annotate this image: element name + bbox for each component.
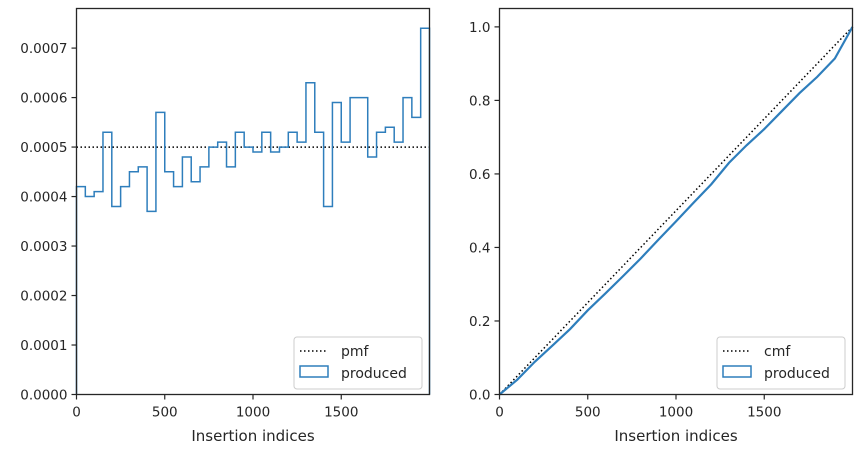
x-tick-label: 1500 [747,405,781,421]
y-ticks: 0.0 0.2 0.4 0.6 0.8 1.0 [469,20,500,404]
x-ticks: 0 500 1000 1500 [495,394,781,421]
x-tick-label: 500 [152,405,178,421]
y-tick-label: 1.0 [469,20,490,36]
legend-label-pmf: pmf [341,344,370,360]
x-axis-label: Insertion indices [614,427,737,445]
x-tick-label: 0 [495,405,504,421]
axes-frame [498,7,854,396]
legend: pmf produced [293,336,423,390]
y-tick-label: 0.0005 [20,140,67,156]
x-tick-label: 1500 [324,405,358,421]
x-axis-label: Insertion indices [191,427,314,445]
x-tick-label: 0 [72,405,81,421]
series-produced-line [498,26,854,396]
y-tick-label: 0.2 [469,314,490,330]
legend-box [293,336,423,390]
y-tick-label: 0.8 [469,93,490,109]
y-tick-label: 0.0004 [20,190,67,206]
x-tick-label: 500 [575,405,601,421]
series-cmf-line [498,26,854,396]
legend-label-produced: produced [764,366,830,382]
x-tick-label: 1000 [659,405,693,421]
legend-label-cmf: cmf [764,344,791,360]
legend-box [716,336,846,390]
y-tick-label: 0.0000 [20,388,67,404]
axes-frame [75,7,431,396]
legend-label-produced: produced [341,366,407,382]
y-tick-label: 0.0001 [20,338,67,354]
y-tick-label: 0.0007 [20,41,67,57]
legend-swatch-produced [722,365,752,378]
plot-area [76,8,430,395]
y-tick-label: 0.0002 [20,289,67,305]
legend: cmf produced [716,336,846,390]
plot-area [499,8,853,395]
y-tick-label: 0.0006 [20,91,67,107]
y-tick-label: 0.0 [469,388,490,404]
y-tick-label: 0.6 [469,167,490,183]
x-tick-label: 1000 [236,405,270,421]
y-tick-label: 0.0003 [20,239,67,255]
y-tick-label: 0.4 [469,240,490,256]
x-ticks: 0 500 1000 1500 [72,394,358,421]
y-ticks: 0.0000 0.0001 0.0002 0.0003 0.0004 0.0005 0.00… [20,41,77,404]
series-layer [498,26,854,396]
series-produced-line [75,27,431,395]
legend-swatch-produced [299,365,329,378]
series-layer [75,27,431,395]
cmf-panel: 0 500 1000 1500 0.0 0.2 0.4 0.6 0.8 1.0 Insertio… [469,7,854,445]
pmf-panel: 0 500 1000 1500 0.00000.00010.00020.00030.0… [20,7,431,445]
